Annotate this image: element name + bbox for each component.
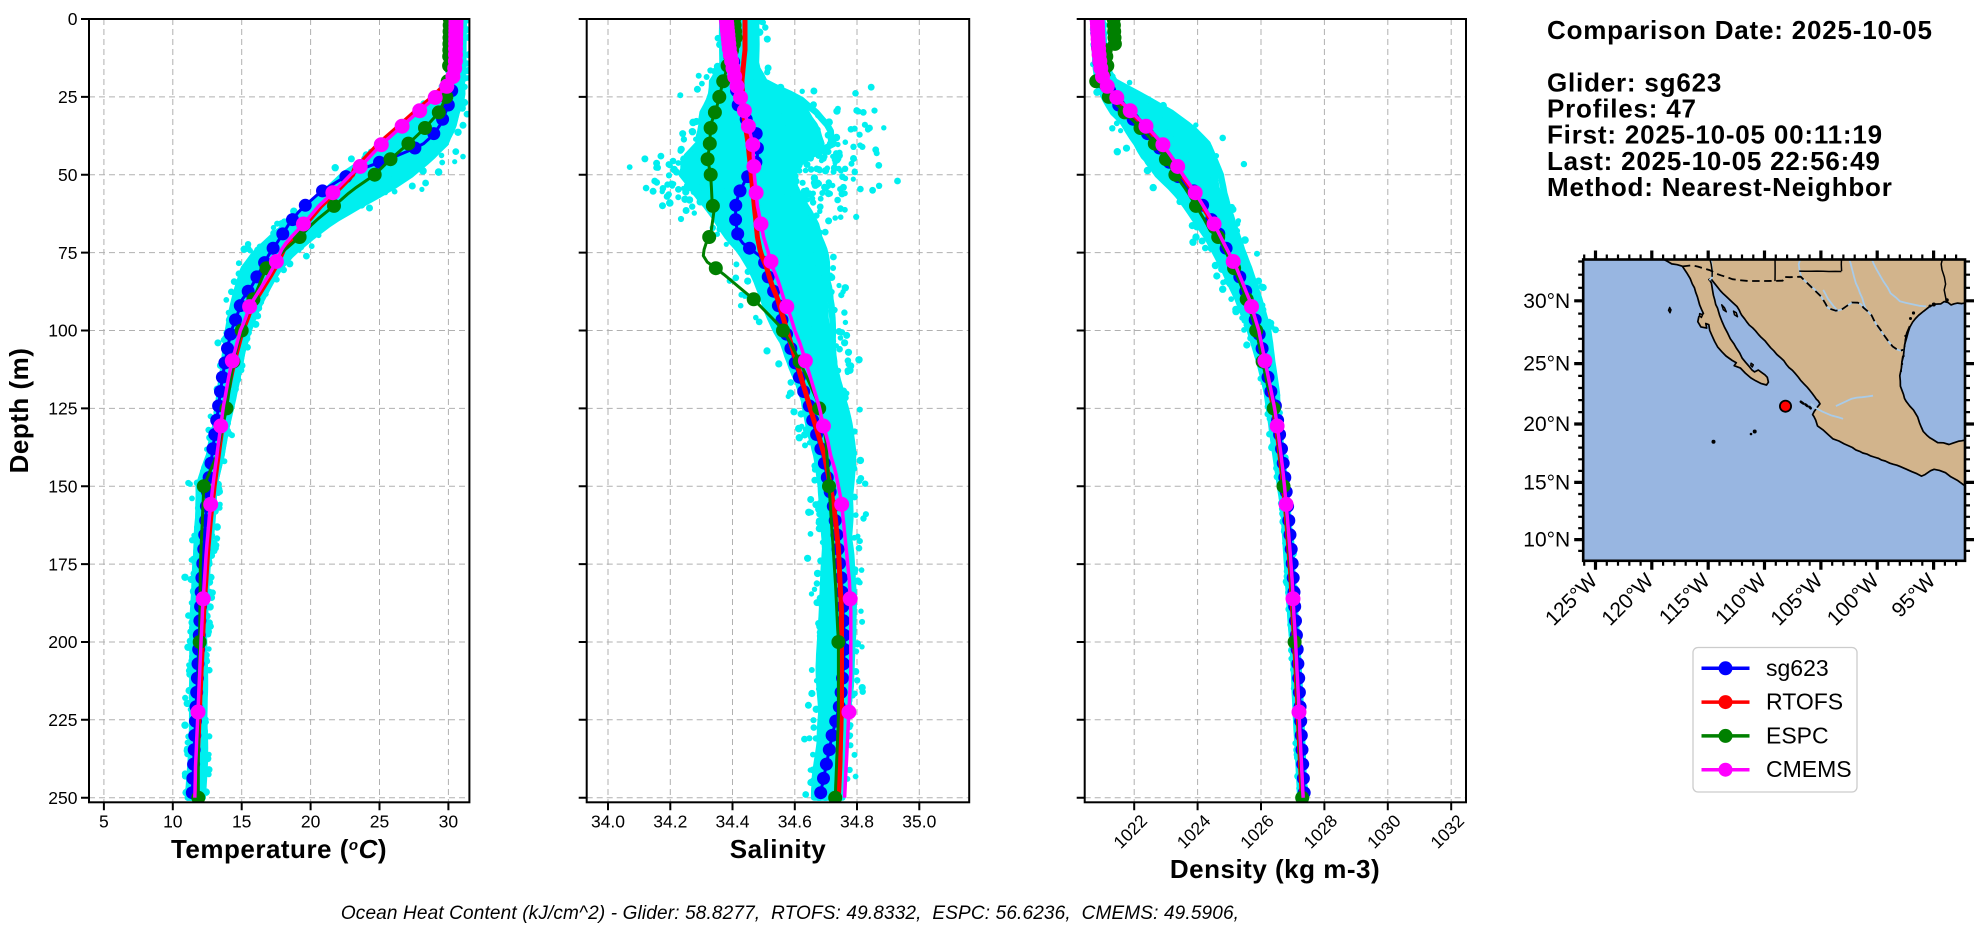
svg-text:100: 100: [48, 321, 77, 341]
svg-text:15°N: 15°N: [1523, 471, 1570, 494]
svg-text:Profiles: 47: Profiles: 47: [1547, 94, 1697, 124]
svg-text:50: 50: [58, 165, 78, 185]
svg-text:20: 20: [301, 812, 321, 832]
svg-text:15: 15: [232, 812, 251, 832]
svg-text:125: 125: [48, 399, 77, 419]
svg-text:30: 30: [439, 812, 459, 832]
svg-text:150: 150: [48, 476, 77, 496]
svg-text:5: 5: [99, 812, 109, 832]
svg-text:Comparison Date: 2025-10-05: Comparison Date: 2025-10-05: [1547, 15, 1933, 45]
svg-text:175: 175: [48, 554, 77, 574]
svg-text:225: 225: [48, 710, 77, 730]
svg-text:First: 2025-10-05 00:11:19: First: 2025-10-05 00:11:19: [1547, 120, 1883, 150]
svg-text:Glider: sg623: Glider: sg623: [1547, 68, 1722, 98]
svg-text:75: 75: [58, 243, 77, 263]
svg-text:25°N: 25°N: [1523, 353, 1570, 376]
svg-text:34.2: 34.2: [653, 812, 687, 832]
svg-text:RTOFS: RTOFS: [1766, 689, 1843, 715]
svg-text:Last: 2025-10-05 22:56:49: Last: 2025-10-05 22:56:49: [1547, 146, 1881, 176]
svg-text:25: 25: [58, 87, 77, 107]
svg-text:ESPC: ESPC: [1766, 722, 1829, 748]
svg-text:250: 250: [48, 788, 77, 808]
svg-text:34.4: 34.4: [715, 812, 749, 832]
svg-text:35.0: 35.0: [902, 812, 936, 832]
svg-text:Density (kg m-3): Density (kg m-3): [1170, 854, 1380, 884]
svg-text:sg623: sg623: [1766, 655, 1829, 681]
svg-text:Method: Nearest-Neighbor: Method: Nearest-Neighbor: [1547, 172, 1893, 202]
svg-text:CMEMS: CMEMS: [1766, 756, 1852, 782]
svg-text:Depth (m): Depth (m): [4, 348, 34, 474]
svg-text:10°N: 10°N: [1523, 529, 1570, 552]
svg-text:34.8: 34.8: [840, 812, 874, 832]
svg-text:20°N: 20°N: [1523, 413, 1570, 436]
svg-text:34.6: 34.6: [778, 812, 812, 832]
svg-text:0: 0: [68, 9, 78, 29]
svg-text:25: 25: [370, 812, 389, 832]
svg-text:200: 200: [48, 632, 77, 652]
svg-text:10: 10: [163, 812, 183, 832]
svg-text:Salinity: Salinity: [730, 834, 827, 864]
svg-text:34.0: 34.0: [591, 812, 625, 832]
svg-text:Ocean Heat Content (kJ/cm^2) -: Ocean Heat Content (kJ/cm^2) - Glider: 5…: [341, 903, 1239, 924]
svg-text:30°N: 30°N: [1523, 290, 1570, 313]
